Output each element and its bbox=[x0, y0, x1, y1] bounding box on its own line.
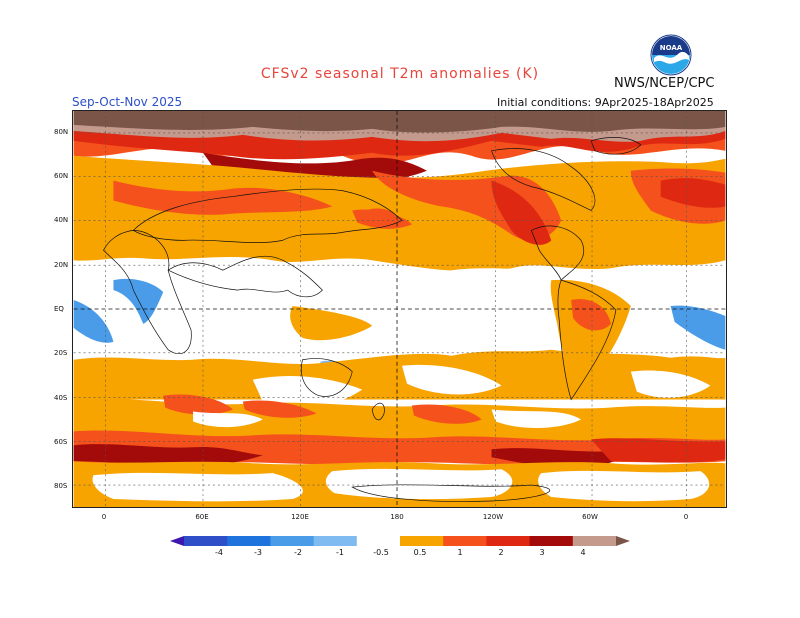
agency-label: NWS/NCEP/CPC bbox=[614, 76, 715, 91]
initial-conditions-label: Initial conditions: 9Apr2025-18Apr2025 bbox=[497, 96, 714, 109]
lat-label-40n: 40N bbox=[54, 216, 69, 224]
colorbar-label-neg05: -0.5 bbox=[373, 548, 389, 557]
colorbar-label-neg1: -1 bbox=[336, 548, 344, 557]
colorbar-label-neg4: -4 bbox=[215, 548, 223, 557]
lat-label-40s: 40S bbox=[54, 394, 68, 402]
colorbar-segment-3 bbox=[270, 536, 315, 546]
coastlines bbox=[103, 137, 642, 502]
map-title: CFSv2 seasonal T2m anomalies (K) bbox=[260, 66, 540, 82]
lon-label-120w: 120W bbox=[482, 513, 504, 521]
lat-label-80n: 80N bbox=[54, 128, 69, 136]
colorbar-segment-0 bbox=[170, 536, 184, 546]
colorbar-label-neg3: -3 bbox=[254, 548, 262, 557]
graticule bbox=[73, 111, 726, 507]
colorbar-segment-7 bbox=[443, 536, 487, 546]
lat-label-60s: 60S bbox=[54, 438, 68, 446]
lon-label-60e: 60E bbox=[195, 513, 209, 521]
colorbar-label-4: 4 bbox=[580, 548, 586, 557]
colorbar-segment-4 bbox=[313, 536, 358, 546]
lat-label-eq: EQ bbox=[54, 305, 64, 313]
colorbar-label-3: 3 bbox=[539, 548, 545, 557]
colorbar-label-05: 0.5 bbox=[413, 548, 427, 557]
lat-label-80s: 80S bbox=[54, 482, 68, 490]
colorbar-label-1: 1 bbox=[457, 548, 463, 557]
lon-label-60w: 60W bbox=[582, 513, 598, 521]
anomaly-map bbox=[72, 110, 727, 508]
noaa-logo-text: NOAA bbox=[660, 44, 683, 52]
lon-label-0-east: 0 bbox=[683, 513, 689, 521]
colorbar bbox=[170, 536, 630, 546]
lon-label-0: 0 bbox=[101, 513, 107, 521]
colorbar-segment-8 bbox=[486, 536, 531, 546]
season-label: Sep-Oct-Nov 2025 bbox=[72, 95, 183, 109]
noaa-logo-icon: NOAA bbox=[650, 34, 692, 76]
colorbar-segment-1 bbox=[184, 536, 228, 546]
tropical-band bbox=[73, 260, 726, 458]
colorbar-segment-6 bbox=[400, 536, 444, 546]
lat-label-20n: 20N bbox=[54, 261, 69, 269]
colorbar-segment-5 bbox=[356, 536, 401, 546]
colorbar-segment-11 bbox=[616, 536, 630, 546]
colorbar-segment-9 bbox=[529, 536, 574, 546]
reference-lines bbox=[73, 111, 726, 507]
lon-label-180: 180 bbox=[390, 513, 404, 521]
colorbar-segment-2 bbox=[227, 536, 271, 546]
antarctic-area bbox=[73, 461, 726, 507]
lon-label-120e: 120E bbox=[291, 513, 309, 521]
colorbar-label-2: 2 bbox=[498, 548, 504, 557]
lat-label-20s: 20S bbox=[54, 349, 68, 357]
colorbar-label-neg2: -2 bbox=[294, 548, 302, 557]
colorbar-segment-10 bbox=[572, 536, 617, 546]
lat-label-60n: 60N bbox=[54, 172, 69, 180]
southern-warm-belt bbox=[73, 394, 726, 468]
